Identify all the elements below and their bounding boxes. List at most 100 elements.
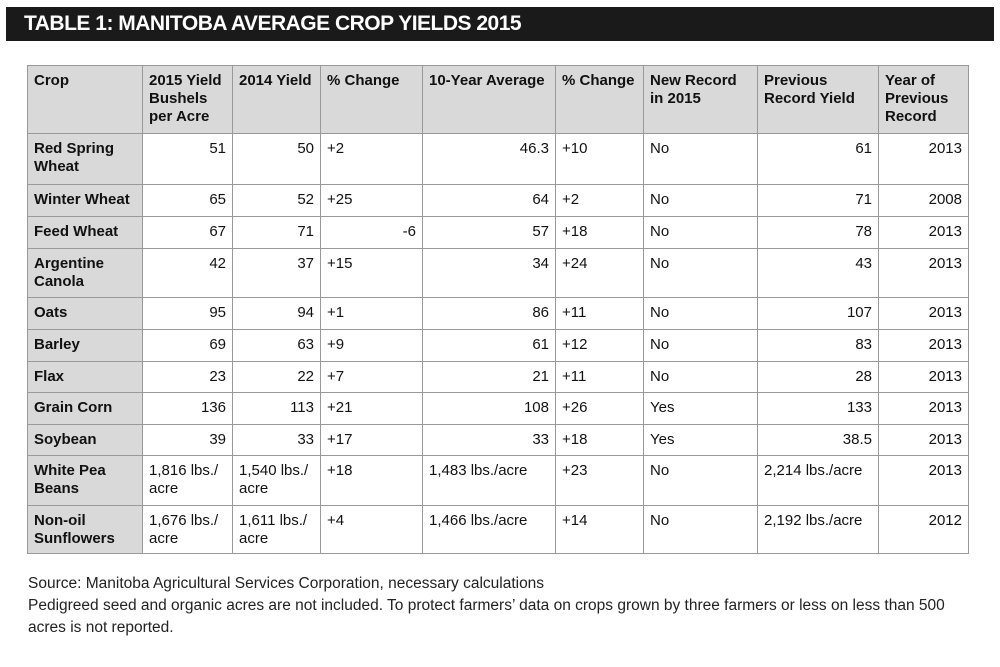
table-body: Red Spring Wheat 51 50 +2 46.3 +10 No 61 2013 Win… [27,133,969,554]
cell: +15 [320,248,423,298]
cell: No [643,297,758,330]
cell: No [643,133,758,185]
cell: +14 [555,505,644,554]
cell: 94 [232,297,321,330]
column-header: New Record in 2015 [643,65,758,134]
cell: 2012 [878,505,969,554]
cell: 2013 [878,329,969,362]
cell: 43 [757,248,879,298]
column-header: % Change [320,65,423,134]
cell: +25 [320,184,423,217]
cell: +18 [555,216,644,249]
cell: 71 [757,184,879,217]
cell: 2008 [878,184,969,217]
cell: 113 [232,392,321,425]
cell: Yes [643,424,758,456]
row-header: White Pea Beans [27,455,143,506]
cell: +26 [555,392,644,425]
cell: 133 [757,392,879,425]
table-row: Feed Wheat 67 71 -6 57 +18 No 78 2013 [27,216,969,249]
row-header: Grain Corn [27,392,143,425]
cell: -6 [320,216,423,249]
column-header: 2015 Yield Bushels per Acre [142,65,233,134]
row-header: Flax [27,361,143,393]
cell: +23 [555,455,644,506]
cell: 2013 [878,133,969,185]
cell: 57 [422,216,556,249]
table-row: Grain Corn 136 113 +21 108 +26 Yes 133 2013 [27,392,969,425]
crop-table: Crop 2015 Yield Bushels per Acre 2014 Yiel… [27,65,969,554]
source: Source: Manitoba Agricultural Services C… [28,575,545,592]
cell: 1,483 lbs./acre [422,455,556,506]
cell: 2013 [878,297,969,330]
cell: 34 [422,248,556,298]
cell: 64 [422,184,556,217]
footer: Source: Manitoba Agricultural Services C… [28,573,978,639]
row-header: Non-oil Sunflowers [27,505,143,554]
table-row: Oats 95 94 +1 86 +11 No 107 2013 [27,297,969,330]
cell: 38.5 [757,424,879,456]
cell: 28 [757,361,879,393]
cell: 1,540 lbs./ acre [232,455,321,506]
cell: 71 [232,216,321,249]
table-row: Flax 23 22 +7 21 +11 No 28 2013 [27,361,969,393]
cell: 50 [232,133,321,185]
cell: No [643,329,758,362]
cell: No [643,184,758,217]
cell: 108 [422,392,556,425]
cell: 42 [142,248,233,298]
cell: +12 [555,329,644,362]
cell: 65 [142,184,233,217]
cell: +11 [555,297,644,330]
table-row: Argentine Canola 42 37 +15 34 +24 No 43 2013 [27,248,969,298]
row-header: Winter Wheat [27,184,143,217]
cell: 107 [757,297,879,330]
cell: +1 [320,297,423,330]
cell: 136 [142,392,233,425]
cell: 2,192 lbs./acre [757,505,879,554]
cell: No [643,248,758,298]
cell: +9 [320,329,423,362]
cell: +2 [555,184,644,217]
cell: 2,214 lbs./acre [757,455,879,506]
cell: 1,466 lbs./acre [422,505,556,554]
cell: 33 [232,424,321,456]
cell: 2013 [878,361,969,393]
cell: +21 [320,392,423,425]
table-row: Non-oil Sunflowers 1,676 lbs./ acre 1,611 … [27,505,969,554]
column-header: 2014 Yield [232,65,321,134]
table-row: Red Spring Wheat 51 50 +2 46.3 +10 No 61 2013 [27,133,969,185]
cell: 69 [142,329,233,362]
cell: +18 [555,424,644,456]
cell: 21 [422,361,556,393]
cell: +18 [320,455,423,506]
cell: No [643,455,758,506]
note: Pedigreed seed and organic acres are not… [28,597,945,636]
cell: 23 [142,361,233,393]
cell: 61 [757,133,879,185]
cell: No [643,505,758,554]
row-header: Soybean [27,424,143,456]
cell: 2013 [878,216,969,249]
cell: 22 [232,361,321,393]
cell: 63 [232,329,321,362]
column-header: 10-Year Average [422,65,556,134]
cell: 86 [422,297,556,330]
header-row: Crop 2015 Yield Bushels per Acre 2014 Yiel… [27,65,969,134]
cell: 33 [422,424,556,456]
cell: +17 [320,424,423,456]
cell: 2013 [878,392,969,425]
cell: 52 [232,184,321,217]
cell: No [643,216,758,249]
cell: 51 [142,133,233,185]
table-row: White Pea Beans 1,816 lbs./ acre 1,540 lbs… [27,455,969,506]
row-header: Oats [27,297,143,330]
cell: 83 [757,329,879,362]
cell: 46.3 [422,133,556,185]
cell: No [643,361,758,393]
column-header: Crop [27,65,143,134]
cell: Yes [643,392,758,425]
cell: 1,611 lbs./ acre [232,505,321,554]
column-header: % Change [555,65,644,134]
